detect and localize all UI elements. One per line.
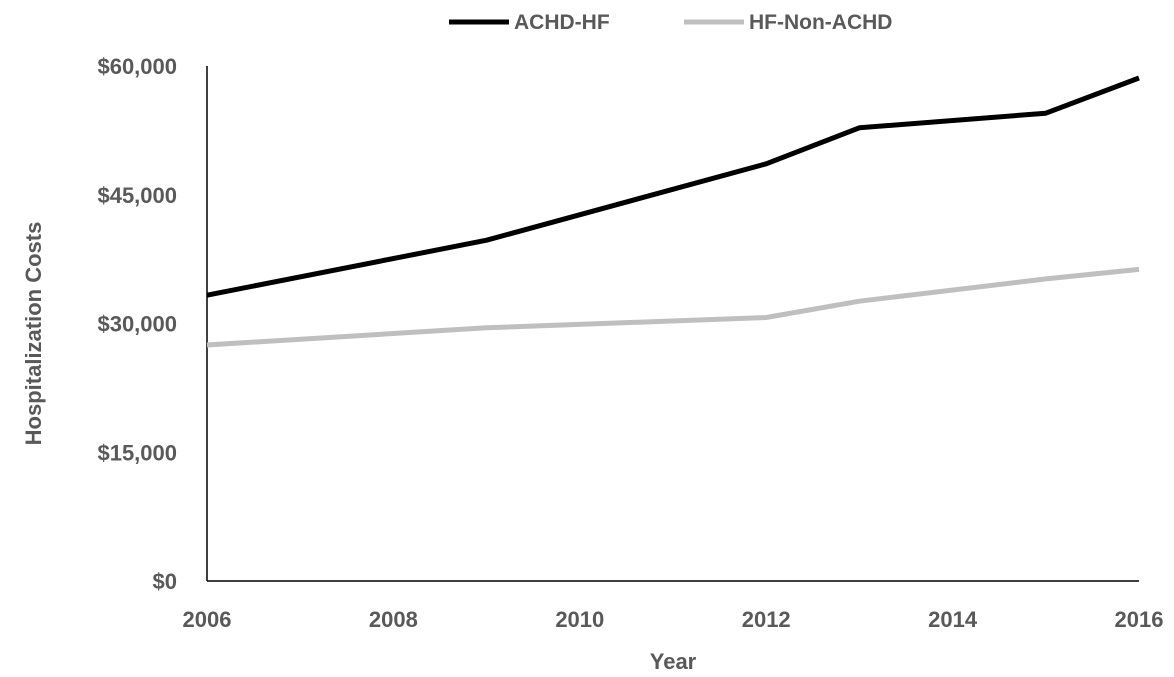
x-tick-label: 2006 [183,607,232,632]
legend-label: HF-Non-ACHD [749,11,892,34]
y-tick-label: $15,000 [97,440,177,465]
y-tick-label: $0 [153,569,177,594]
y-tick-label: $45,000 [97,183,177,208]
y-axis-ticks: $0 $15,000 $30,000 $45,000 $60,000 [97,54,177,594]
x-tick-label: 2012 [742,607,791,632]
x-tick-label: 2016 [1115,607,1164,632]
legend-label: ACHD-HF [514,11,610,34]
series-layer [206,75,1140,348]
x-axis-title: Year [650,649,697,674]
series-line-hf-non-achd [206,266,1140,348]
x-tick-label: 2008 [369,607,418,632]
legend: ACHD-HF HF-Non-ACHD [449,11,892,34]
x-axis-ticks: 2006 2008 2010 2012 2014 2016 [183,607,1164,632]
y-axis-title: Hospitalization Costs [21,222,46,446]
x-tick-label: 2014 [928,607,978,632]
y-tick-label: $30,000 [97,312,177,337]
y-tick-label: $60,000 [97,54,177,79]
series-line-achd-hf [206,75,1140,298]
x-tick-label: 2010 [555,607,604,632]
